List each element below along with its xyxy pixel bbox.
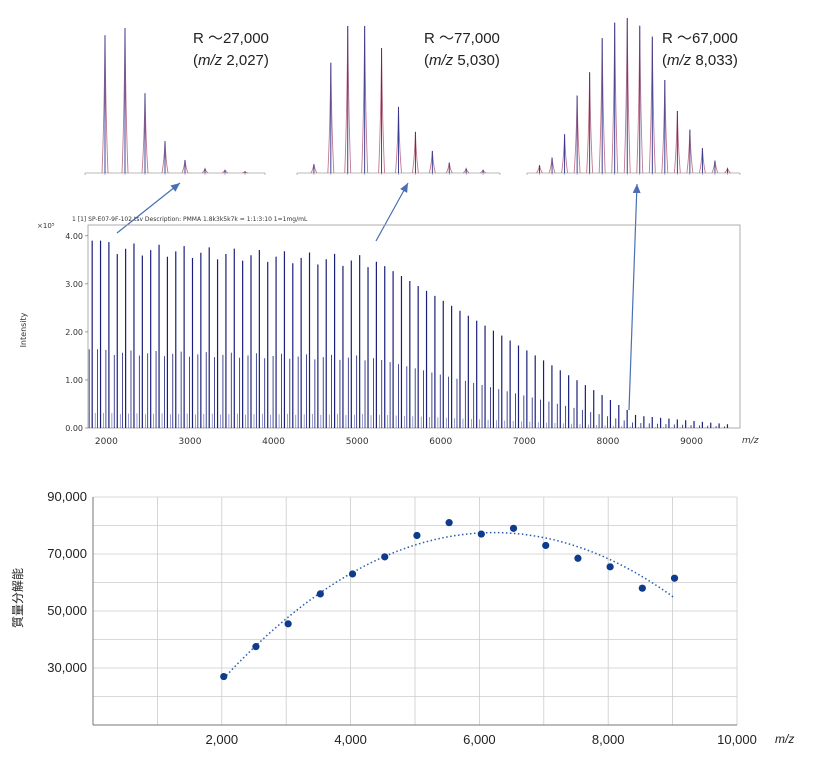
spectrum-ytick-label: 3.00 <box>65 280 83 289</box>
spectrum-ytick-label: 0.00 <box>65 424 83 433</box>
spectrum-frame <box>87 224 741 429</box>
data-point <box>348 570 357 578</box>
chart-xtick-label: 8,000 <box>592 732 625 747</box>
mass-spectrum: 1 [1] SP-E07-9F-102.tsv Description: PMM… <box>19 216 759 447</box>
spectrum-xtick-label: 4000 <box>262 437 285 447</box>
mz-italic: m/z <box>429 52 454 69</box>
trend-line <box>223 531 675 679</box>
mz-value: 8,033 <box>695 52 733 69</box>
data-point <box>381 553 389 561</box>
spectrum-xtick-label: 7000 <box>513 437 536 447</box>
resolution-text: R ～77,000 <box>424 30 500 47</box>
data-point <box>606 563 614 571</box>
spectrum-xtick-label: 3000 <box>179 437 202 447</box>
data-point <box>220 672 228 681</box>
spectrum-ylabel: Intensity <box>19 312 28 347</box>
spectrum-xtick-label: 9000 <box>680 437 703 447</box>
spectrum-ytick-label: 2.00 <box>65 328 83 337</box>
inset-spectrum-1 <box>84 27 266 175</box>
spectrum-header: 1 [1] SP-E07-9F-102.tsv Description: PMM… <box>72 216 308 223</box>
inset-spectrum-3 <box>526 17 741 175</box>
resolution-chart: 90,000 70,000 50,000 30,000 2,000 4,000 6,000 8… <box>10 489 794 747</box>
data-point <box>670 574 679 582</box>
inset-label-2: R ～77,000 (m/z 5,030) <box>424 30 500 69</box>
data-point <box>316 590 324 598</box>
inset-label-1: R ～27,000 (m/z 2,027) <box>193 30 269 69</box>
pointer-arrow <box>116 182 181 234</box>
chart-ytick-label: 30,000 <box>47 660 87 675</box>
data-point <box>284 620 292 628</box>
chart-ytick-label: 50,000 <box>47 603 87 618</box>
chart-xtick-label: 10,000 <box>717 732 757 747</box>
data-point <box>445 519 453 527</box>
spectrum-ytick-label: 4.00 <box>65 232 83 241</box>
y-exponent-label: ×10⁵ <box>37 222 55 230</box>
arrow-head <box>400 183 408 193</box>
pointer-arrows <box>116 182 641 411</box>
mz-italic: m/z <box>198 52 223 69</box>
chart-xtick-label: 4,000 <box>334 732 367 747</box>
inset-spectrum-2 <box>296 25 501 175</box>
chart-ytick-label: 90,000 <box>47 489 87 504</box>
data-point <box>638 584 646 592</box>
mz-italic: m/z <box>667 52 692 69</box>
arrow-head <box>632 184 641 194</box>
spectrum-xtick-label: 8000 <box>596 437 619 447</box>
inset-label-3: R ～67,000 (m/z 8,033) <box>662 30 738 69</box>
data-point <box>252 643 260 651</box>
spectrum-xtick-label: 6000 <box>429 437 452 447</box>
chart-xlabel: m/z <box>775 732 794 746</box>
mz-value: 5,030 <box>457 52 495 69</box>
chart-xtick-label: 2,000 <box>206 732 239 747</box>
data-point <box>509 524 518 532</box>
mz-value: 2,027 <box>226 52 264 69</box>
arrow-head <box>170 183 180 192</box>
pointer-arrow <box>628 183 638 411</box>
pointer-arrow <box>375 182 409 242</box>
data-point <box>574 554 582 562</box>
chart-ylabel: 質量分解能 <box>10 568 25 628</box>
inset-spectra <box>84 17 741 175</box>
resolution-text: R ～67,000 <box>662 30 738 47</box>
spectrum-xtick-label: 5000 <box>346 437 369 447</box>
chart-ytick-label: 70,000 <box>47 546 87 561</box>
spectrum-ytick-label: 1.00 <box>65 376 83 385</box>
data-point <box>413 531 421 540</box>
spectrum-xtick-label: 2000 <box>95 437 118 447</box>
spectrum-xlabel: m/z <box>742 436 759 446</box>
data-point <box>477 530 485 538</box>
resolution-text: R ～27,000 <box>193 30 269 47</box>
data-point <box>542 541 550 550</box>
chart-xtick-label: 6,000 <box>463 732 496 747</box>
